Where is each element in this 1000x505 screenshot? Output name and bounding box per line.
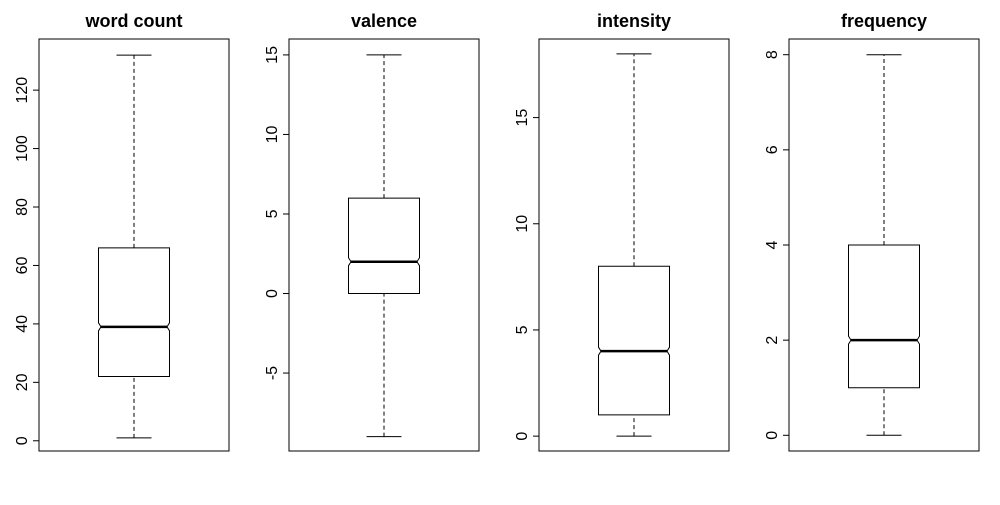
plot-frame [538,38,730,452]
y-tick-label: 120 [14,77,31,104]
y-tick-label: 0 [264,289,281,298]
y-tick-label: 10 [514,215,531,233]
y-tick-label: 0 [514,432,531,441]
y-tick-label: -5 [264,366,281,380]
box-iqr [598,265,670,416]
y-tick-label: 0 [764,431,781,440]
panel-title: intensity [597,11,671,31]
y-tick-label: 15 [264,46,281,64]
box-iqr [348,197,420,295]
y-tick-label: 8 [764,50,781,59]
panel-title: word count [85,11,183,31]
y-tick-label: 6 [764,145,781,154]
plot-frame [38,38,230,452]
y-tick-label: 2 [764,336,781,345]
y-tick-label: 15 [514,109,531,127]
y-tick-label: 20 [14,373,31,391]
y-tick-label: 5 [264,209,281,218]
box-iqr [98,247,170,377]
panel-title: valence [351,11,417,31]
y-tick-label: 80 [14,198,31,216]
y-tick-label: 40 [14,315,31,333]
y-tick-label: 4 [764,240,781,249]
y-tick-label: 5 [514,325,531,334]
y-tick-label: 0 [14,436,31,445]
y-tick-label: 10 [264,125,281,143]
box-iqr [848,244,920,389]
panel-title: frequency [841,11,927,31]
plot-frame [288,38,480,452]
y-tick-label: 100 [14,135,31,162]
y-tick-label: 60 [14,256,31,274]
